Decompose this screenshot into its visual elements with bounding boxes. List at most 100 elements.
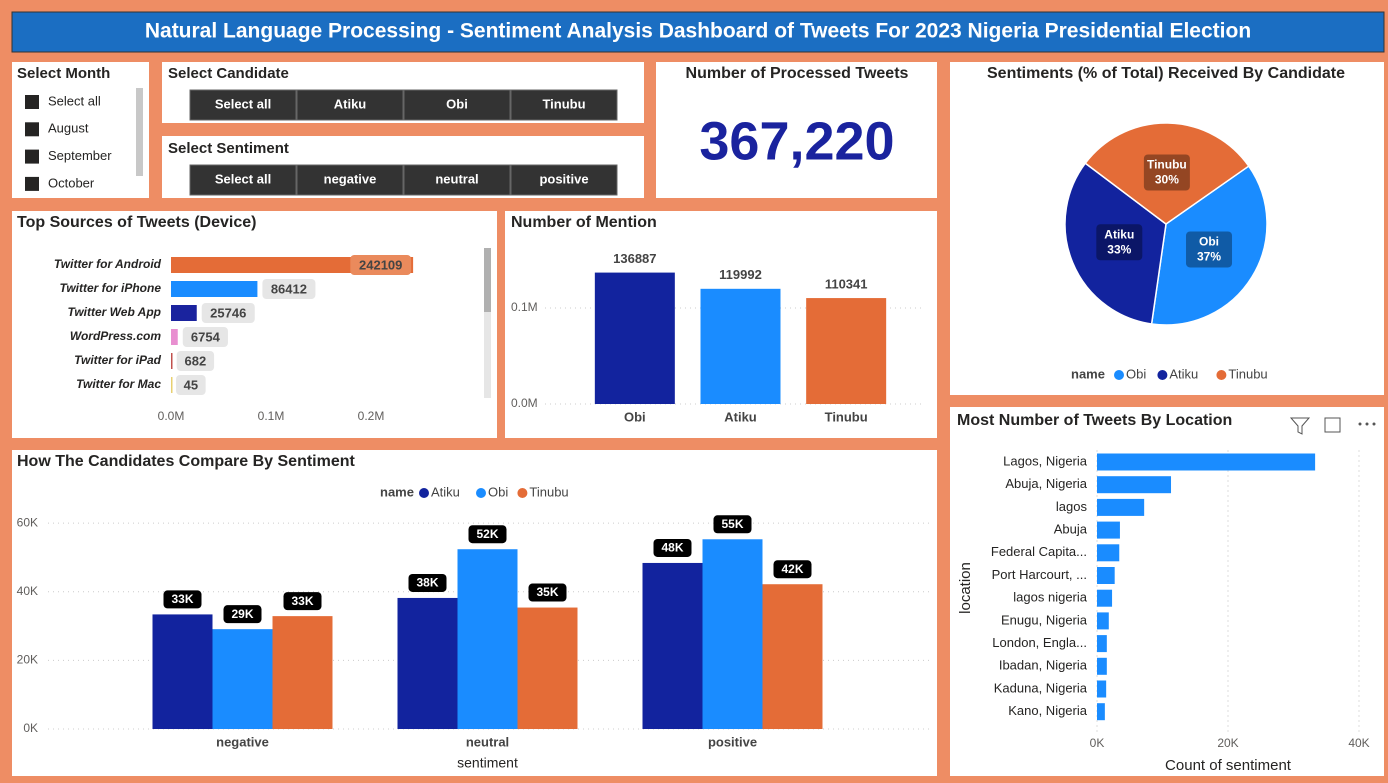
bar[interactable] — [1097, 567, 1115, 584]
legend-label[interactable]: Obi — [488, 484, 508, 499]
data-label-bg — [773, 560, 812, 579]
legend-title: name — [1071, 366, 1105, 381]
x-tick-label: negative — [216, 734, 269, 749]
bar[interactable] — [1097, 635, 1107, 653]
y-tick-label: 40K — [17, 584, 38, 598]
bar[interactable] — [642, 562, 703, 729]
data-label: 136887 — [613, 251, 656, 266]
bar[interactable] — [700, 288, 781, 404]
legend-title: name — [380, 484, 414, 499]
bar[interactable] — [171, 353, 173, 369]
data-label-bg — [528, 583, 567, 602]
bar[interactable] — [1097, 521, 1120, 539]
pie-slice[interactable] — [1150, 165, 1268, 326]
y-tick-label: 0.1M — [511, 300, 538, 314]
checkbox[interactable] — [25, 95, 39, 109]
checkbox[interactable] — [25, 122, 39, 137]
expand-icon[interactable] — [1324, 417, 1341, 433]
bar[interactable] — [594, 272, 675, 404]
bar[interactable] — [171, 377, 173, 393]
slicer-button[interactable] — [296, 164, 404, 196]
slicer-item[interactable]: October — [48, 175, 95, 190]
bar[interactable] — [1097, 680, 1107, 698]
bar[interactable] — [152, 614, 213, 729]
x-tick-label: Tinubu — [825, 409, 868, 424]
data-label: 6754 — [191, 329, 221, 344]
chart-title: Sentiments (% of Total) Received By Cand… — [987, 65, 1345, 82]
slicer-button-label[interactable]: Select all — [215, 171, 271, 186]
scrollbar[interactable] — [484, 248, 491, 312]
legend-label[interactable]: Tinubu — [529, 484, 568, 499]
legend-marker — [1114, 370, 1124, 380]
scrollbar[interactable] — [136, 88, 143, 176]
slicer-item[interactable]: September — [48, 148, 112, 163]
data-label: 682 — [185, 353, 207, 368]
bar[interactable] — [397, 597, 458, 729]
data-label-bg — [350, 255, 412, 275]
slicer-button[interactable] — [510, 164, 618, 196]
bar[interactable] — [1097, 703, 1105, 721]
more-icon[interactable] — [1358, 422, 1362, 426]
more-icon[interactable] — [1372, 422, 1376, 426]
pie-slice[interactable] — [1084, 122, 1250, 225]
y-tick-label: lagos — [1056, 499, 1088, 514]
bar[interactable] — [1097, 498, 1145, 516]
data-label: 52K — [476, 527, 498, 541]
slicer-button-label[interactable]: positive — [539, 171, 588, 186]
legend-label[interactable]: Obi — [1126, 366, 1146, 381]
pie-slice[interactable] — [1064, 162, 1167, 325]
bar[interactable] — [272, 616, 333, 729]
location-icons — [1289, 417, 1376, 435]
slicer-button-label[interactable]: Obi — [446, 96, 468, 111]
data-label-bg — [176, 375, 206, 395]
data-label-bg — [653, 538, 692, 557]
bar[interactable] — [457, 549, 518, 729]
slicer-button[interactable] — [403, 89, 511, 121]
bar[interactable] — [517, 607, 578, 729]
slicer-button-label[interactable]: Tinubu — [542, 96, 585, 111]
y-tick-label: WordPress.com — [70, 329, 161, 343]
slicer-button-label[interactable]: Select all — [215, 96, 271, 111]
chart-title: How The Candidates Compare By Sentiment — [17, 453, 356, 470]
legend-label[interactable]: Tinubu — [1228, 366, 1267, 381]
bar[interactable] — [1097, 476, 1172, 494]
slicer-button[interactable] — [189, 164, 297, 196]
bar[interactable] — [1097, 544, 1120, 562]
bar[interactable] — [806, 298, 887, 404]
bar[interactable] — [212, 629, 273, 729]
title-bar — [11, 11, 1385, 53]
slicer-button[interactable] — [296, 89, 404, 121]
slicer-button[interactable] — [189, 89, 297, 121]
bar[interactable] — [1097, 612, 1109, 630]
bar[interactable] — [1097, 453, 1316, 471]
more-icon[interactable] — [1365, 422, 1369, 426]
checkbox[interactable] — [25, 149, 39, 164]
x-axis-label: sentiment — [457, 755, 518, 771]
bar[interactable] — [702, 539, 763, 729]
y-axis-label: location — [957, 562, 974, 614]
bar[interactable] — [171, 281, 258, 297]
slice-value-label: 37% — [1197, 250, 1221, 264]
slicer-button[interactable] — [510, 89, 618, 121]
x-tick-label: 0K — [1090, 736, 1105, 750]
bar[interactable] — [762, 584, 823, 729]
slice-label-bg — [1186, 231, 1233, 268]
slicer-item[interactable]: August — [48, 121, 89, 136]
checkbox[interactable] — [25, 176, 39, 191]
slicer-button[interactable] — [403, 164, 511, 196]
bar[interactable] — [1097, 657, 1107, 675]
y-tick-label: 60K — [17, 515, 38, 529]
slicer-button-label[interactable]: negative — [324, 171, 377, 186]
slicer-button-label[interactable]: neutral — [435, 171, 478, 186]
slicer-item[interactable]: Select all — [48, 93, 101, 108]
legend-label[interactable]: Atiku — [431, 484, 460, 499]
bar[interactable] — [171, 305, 197, 321]
bar[interactable] — [171, 329, 178, 345]
bar[interactable] — [1097, 589, 1113, 607]
x-tick-label: 20K — [1217, 736, 1238, 750]
filter-icon[interactable] — [1289, 417, 1311, 435]
data-label: 33K — [291, 594, 313, 608]
legend-label[interactable]: Atiku — [1169, 366, 1198, 381]
slicer-button-label[interactable]: Atiku — [334, 96, 367, 111]
data-label: 119992 — [719, 267, 762, 282]
